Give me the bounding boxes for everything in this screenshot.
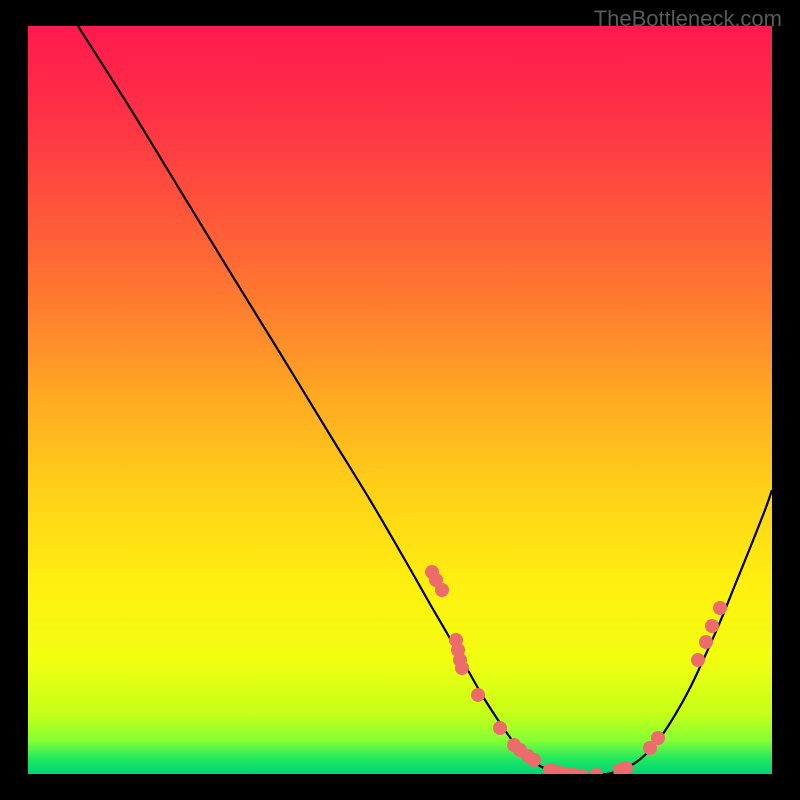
watermark-text: TheBottleneck.com [594, 6, 782, 32]
chart-container: TheBottleneck.com [0, 0, 800, 800]
data-marker [705, 619, 719, 633]
data-marker [651, 731, 665, 745]
data-marker [589, 768, 603, 782]
plot-background [28, 26, 772, 774]
data-marker [493, 721, 507, 735]
bottleneck-chart [0, 0, 800, 800]
data-marker [455, 661, 469, 675]
data-marker [691, 653, 705, 667]
data-marker [471, 688, 485, 702]
data-marker [435, 583, 449, 597]
data-marker [527, 753, 541, 767]
data-marker [713, 601, 727, 615]
data-marker [575, 769, 589, 783]
data-marker [619, 761, 633, 775]
data-marker [699, 635, 713, 649]
